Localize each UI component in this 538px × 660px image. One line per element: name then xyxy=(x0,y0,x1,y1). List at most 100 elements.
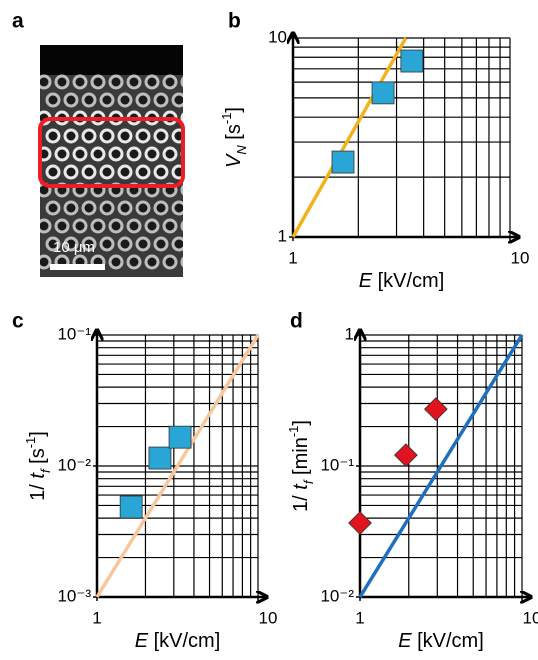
droplet xyxy=(137,94,149,106)
droplet xyxy=(128,256,140,268)
droplet xyxy=(47,130,59,142)
droplet xyxy=(182,184,194,196)
panel-label: d xyxy=(290,310,303,333)
droplet xyxy=(128,148,140,160)
x-tick-label: 1 xyxy=(92,608,101,627)
droplet xyxy=(191,130,203,142)
droplet xyxy=(92,220,104,232)
droplet xyxy=(146,148,158,160)
droplet xyxy=(173,94,185,106)
x-axis-label: E [kV/cm] xyxy=(135,630,221,652)
droplet xyxy=(83,202,95,214)
label-part: [min xyxy=(290,437,312,480)
droplet xyxy=(191,202,203,214)
droplet xyxy=(101,94,113,106)
x-tick-label: 10 xyxy=(523,608,538,627)
droplet xyxy=(83,166,95,178)
panel-label: b xyxy=(228,10,241,33)
y-axis-label: VN [s-1] xyxy=(219,107,249,168)
panel-label: c xyxy=(12,310,24,333)
data-point xyxy=(120,496,142,518)
figure: a 10 μm b110110E [kV/cm]VN [s-1]c11010⁻³… xyxy=(0,0,538,660)
x-tick-label: 10 xyxy=(511,248,530,267)
scale-bar xyxy=(50,264,105,270)
droplet xyxy=(101,202,113,214)
droplet xyxy=(137,238,149,250)
droplet xyxy=(173,202,185,214)
droplet xyxy=(101,238,113,250)
droplet xyxy=(65,202,77,214)
droplet xyxy=(155,202,167,214)
droplet xyxy=(83,130,95,142)
label-part: 1/ xyxy=(27,484,49,501)
droplet xyxy=(128,76,140,88)
label-part: -1 xyxy=(219,113,234,125)
label-part: [s xyxy=(223,124,245,145)
droplet xyxy=(38,256,50,268)
x-tick-label: 1 xyxy=(288,248,297,267)
y-axis-label: 1/ tf [s-1] xyxy=(23,431,53,501)
droplet xyxy=(191,166,203,178)
y-tick-label: 10⁻² xyxy=(320,586,354,605)
droplet xyxy=(155,166,167,178)
x-axis-label: E [kV/cm] xyxy=(398,630,484,652)
droplet xyxy=(182,112,194,124)
y-axis-label: 1/ tf [min-1] xyxy=(286,420,316,512)
y-tick-label: 10⁻³ xyxy=(57,586,91,605)
label-part: [kV/cm] xyxy=(148,630,220,652)
droplet xyxy=(56,76,68,88)
label-part: [kV/cm] xyxy=(412,630,484,652)
data-point xyxy=(401,50,423,72)
droplet xyxy=(137,166,149,178)
x-tick-label: 10 xyxy=(259,608,278,627)
y-tick-label: 10⁻² xyxy=(57,455,91,474)
micrograph-dark-band xyxy=(40,45,183,75)
data-point xyxy=(425,398,448,421)
y-tick-label: 10 xyxy=(268,27,287,46)
x-tick-label: 1 xyxy=(355,608,364,627)
droplet xyxy=(92,148,104,160)
droplet xyxy=(119,238,131,250)
data-point xyxy=(169,426,191,448)
droplet xyxy=(119,94,131,106)
droplet xyxy=(155,238,167,250)
data-point xyxy=(149,447,171,469)
droplet xyxy=(47,166,59,178)
label-part: -1 xyxy=(23,437,38,449)
droplet xyxy=(47,94,59,106)
droplet xyxy=(38,76,50,88)
droplet xyxy=(119,130,131,142)
label-part: E xyxy=(135,630,149,652)
data-point xyxy=(372,82,394,104)
droplet xyxy=(74,220,86,232)
droplet xyxy=(83,94,95,106)
droplet xyxy=(110,256,122,268)
droplet xyxy=(164,220,176,232)
label-part: E xyxy=(398,630,412,652)
droplet xyxy=(191,94,203,106)
droplet xyxy=(119,202,131,214)
scale-bar-label: 10 μm xyxy=(53,239,95,256)
data-point xyxy=(349,512,372,535)
droplet xyxy=(146,220,158,232)
droplet xyxy=(182,220,194,232)
droplet xyxy=(56,148,68,160)
droplet xyxy=(191,238,203,250)
y-tick-label: 1 xyxy=(345,324,354,343)
droplet xyxy=(146,76,158,88)
droplet xyxy=(137,202,149,214)
droplet xyxy=(155,94,167,106)
y-tick-label: 10⁻¹ xyxy=(320,455,354,474)
label-part: -1 xyxy=(286,426,301,438)
droplet xyxy=(182,76,194,88)
droplet xyxy=(128,220,140,232)
droplet xyxy=(164,256,176,268)
droplet xyxy=(173,238,185,250)
data-point xyxy=(395,444,418,467)
droplet xyxy=(56,220,68,232)
label-part: E xyxy=(359,270,373,292)
droplet xyxy=(155,130,167,142)
label-part: ] xyxy=(290,420,312,426)
droplet xyxy=(182,256,194,268)
y-tick-label: 1 xyxy=(278,226,287,245)
